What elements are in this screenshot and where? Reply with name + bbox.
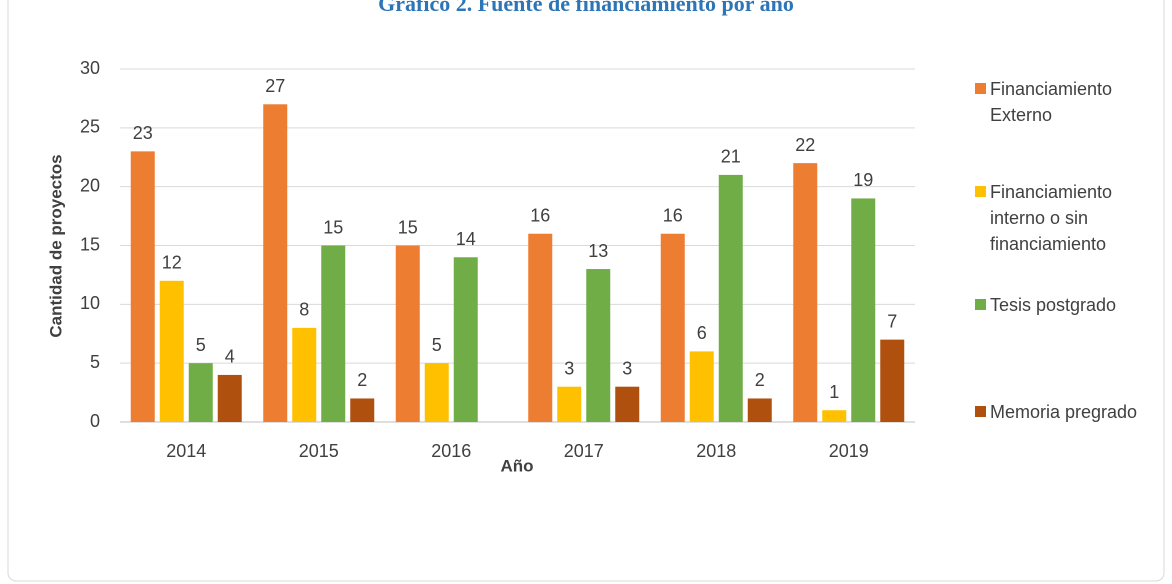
data-label: 14 [456,229,476,249]
y-tick-label: 5 [90,352,100,372]
data-label: 16 [663,205,683,225]
data-label: 3 [564,358,574,378]
legend-swatch [975,299,986,310]
legend-label: Financiamiento interno o sin financiamie… [990,182,1113,254]
legend-label: Memoria pregrado [990,402,1138,422]
y-axis-label: Cantidad de proyectos [46,154,65,337]
data-label: 27 [265,76,285,96]
legend-item: Financiamiento interno o sin financiamie… [975,180,1165,257]
bar [747,398,772,422]
data-label: 4 [225,347,235,367]
bar [851,198,876,422]
data-label: 6 [697,323,707,343]
bar [453,257,478,422]
y-tick-label: 0 [90,411,100,431]
legend-item: Tesis postgrado [975,293,1165,318]
bar [615,386,640,422]
data-label: 15 [398,217,418,237]
data-label: 22 [795,135,815,155]
bar [689,351,714,422]
data-label: 21 [721,147,741,167]
data-label: 13 [588,241,608,261]
data-label: 2 [357,370,367,390]
data-label: 5 [196,335,206,355]
data-label: 23 [133,123,153,143]
data-label: 8 [299,300,309,320]
y-tick-label: 20 [80,175,100,195]
bar [528,233,553,422]
bar [395,245,420,422]
legend-label: Financiamiento Externo [990,79,1113,125]
data-label: 12 [162,253,182,273]
bar [217,374,242,422]
bar [130,151,155,422]
x-tick-label: 2016 [431,441,471,461]
y-tick-label: 25 [80,117,100,137]
bar [321,245,346,422]
data-label: 16 [530,205,550,225]
x-tick-label: 2015 [299,441,339,461]
bar [188,363,213,422]
bar [159,280,184,422]
chart-border [7,0,1165,582]
data-label: 19 [853,170,873,190]
bar [822,410,847,422]
y-tick-label: 30 [80,58,100,78]
bar [292,327,317,422]
bar [660,233,685,422]
x-axis-label: Año [500,456,533,475]
data-label: 15 [323,217,343,237]
legend-swatch [975,186,986,197]
x-tick-label: 2014 [166,441,206,461]
bar [557,386,582,422]
legend-swatch [975,406,986,417]
bar [586,269,611,422]
x-tick-label: 2019 [829,441,869,461]
bar [880,339,905,422]
data-label: 1 [829,382,839,402]
data-label: 2 [755,370,765,390]
legend-label: Tesis postgrado [990,295,1117,315]
chart-title: Gráfico 2. Fuente de financiamiento por … [378,0,794,16]
legend-swatch [975,83,986,94]
data-label: 5 [432,335,442,355]
y-tick-label: 15 [80,234,100,254]
bar [263,104,288,423]
bar [350,398,375,422]
legend-item: Financiamiento Externo [975,77,1165,128]
bar [424,363,449,422]
bar [718,174,743,422]
data-label: 7 [887,311,897,331]
bar [793,163,818,422]
x-tick-label: 2017 [564,441,604,461]
y-tick-label: 10 [80,293,100,313]
data-label: 3 [622,358,632,378]
legend-item: Memoria pregrado [975,400,1165,425]
x-tick-label: 2018 [696,441,736,461]
